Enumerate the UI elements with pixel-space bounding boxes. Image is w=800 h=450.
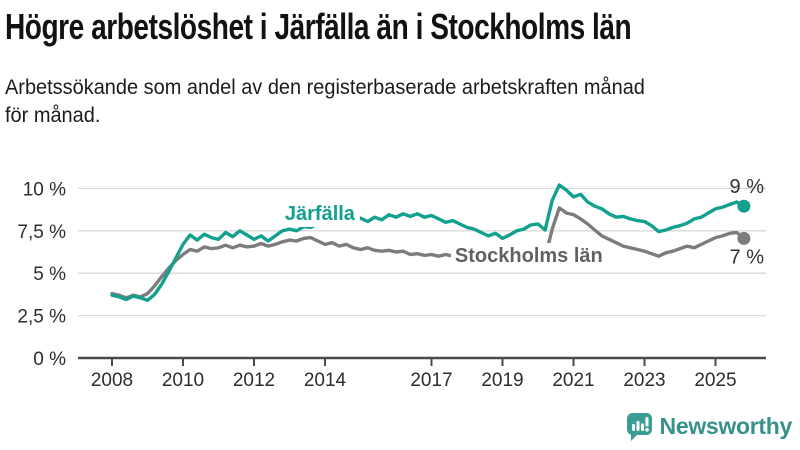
y-tick-label: 7,5 % (17, 222, 66, 243)
x-tick-label: 2014 (304, 370, 347, 391)
series-line (110, 206, 746, 300)
x-tick-label: 2008 (91, 370, 133, 391)
newsworthy-logo: Newsworthy (626, 412, 792, 441)
x-tick-label: 2025 (694, 370, 736, 391)
series-label-mask (450, 243, 607, 270)
y-tick-label: 2,5 % (17, 307, 66, 328)
x-tick-label: 2021 (552, 370, 594, 391)
series-end-value: 9 % (730, 176, 765, 198)
x-tick-label: 2019 (481, 370, 523, 391)
x-tick-label: 2010 (162, 370, 204, 391)
series-end-dot (737, 231, 751, 245)
series-label-mask (280, 200, 360, 227)
chart-subtitle: Arbetssökande som andel av den registerb… (5, 76, 645, 127)
series-end-value: 7 % (730, 246, 765, 268)
x-tick-label: 2017 (410, 370, 452, 391)
newsworthy-icon (626, 413, 652, 441)
series-label: Stockholms län (455, 245, 603, 267)
line-chart: 0 % 2,5 % 5 % 7,5 % 10 % 2008 2010 2012 2014 2017… (17, 176, 766, 391)
y-tick-label: 10 % (23, 179, 66, 200)
y-tick-label: 5 % (33, 264, 66, 285)
y-tick-label: 0 % (33, 349, 66, 370)
series-line (110, 183, 746, 302)
x-tick-label: 2023 (623, 370, 665, 391)
series-end-dot (737, 199, 751, 213)
newsworthy-wordmark: Newsworthy (659, 413, 793, 439)
x-tick-label: 2012 (233, 370, 275, 391)
series-label: Järfälla (285, 203, 356, 225)
chart-title: Högre arbetslöshet i Järfälla än i Stock… (5, 6, 632, 47)
